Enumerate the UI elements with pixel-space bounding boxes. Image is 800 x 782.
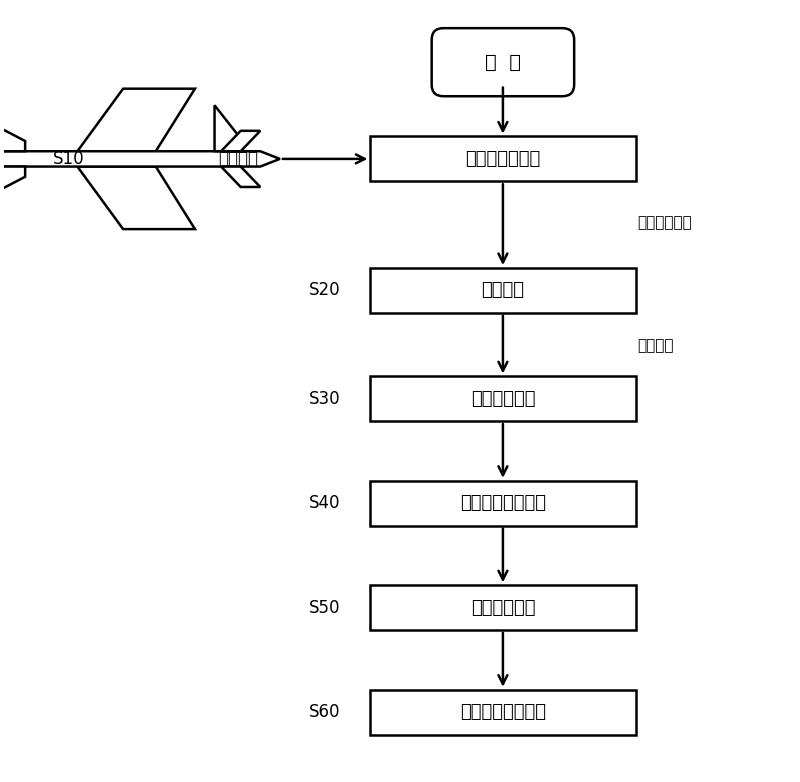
Polygon shape [78, 167, 195, 229]
Text: 局部均値分解: 局部均値分解 [470, 389, 535, 407]
Bar [370, 137, 635, 181]
Polygon shape [214, 106, 241, 151]
Text: 飞机导线: 飞机导线 [218, 150, 258, 168]
Text: S20: S20 [309, 282, 341, 300]
Bar [370, 481, 635, 526]
Text: S60: S60 [309, 703, 341, 721]
Polygon shape [0, 151, 280, 167]
Text: S40: S40 [309, 494, 341, 512]
Text: 设定阈値判断故障: 设定阈値判断故障 [460, 494, 546, 512]
Polygon shape [221, 131, 260, 151]
Text: 开  始: 开 始 [485, 52, 521, 72]
Polygon shape [0, 110, 25, 151]
Polygon shape [221, 167, 260, 187]
Text: S50: S50 [309, 599, 341, 617]
Text: S10: S10 [54, 150, 85, 168]
Text: 降噪处理: 降噪处理 [482, 282, 525, 300]
Text: 故障诊断结果分析: 故障诊断结果分析 [460, 703, 546, 721]
Bar [370, 690, 635, 734]
Bar [370, 376, 635, 421]
Text: S30: S30 [309, 389, 341, 407]
Polygon shape [78, 88, 195, 151]
Text: 时域反射信号: 时域反射信号 [638, 215, 692, 230]
Polygon shape [0, 167, 25, 207]
Text: 故障位置判断: 故障位置判断 [470, 599, 535, 617]
Text: 降噪信号: 降噪信号 [638, 339, 674, 353]
Text: 时域反射计连接: 时域反射计连接 [466, 150, 541, 168]
Bar [370, 585, 635, 630]
FancyBboxPatch shape [432, 28, 574, 96]
Bar [370, 268, 635, 313]
